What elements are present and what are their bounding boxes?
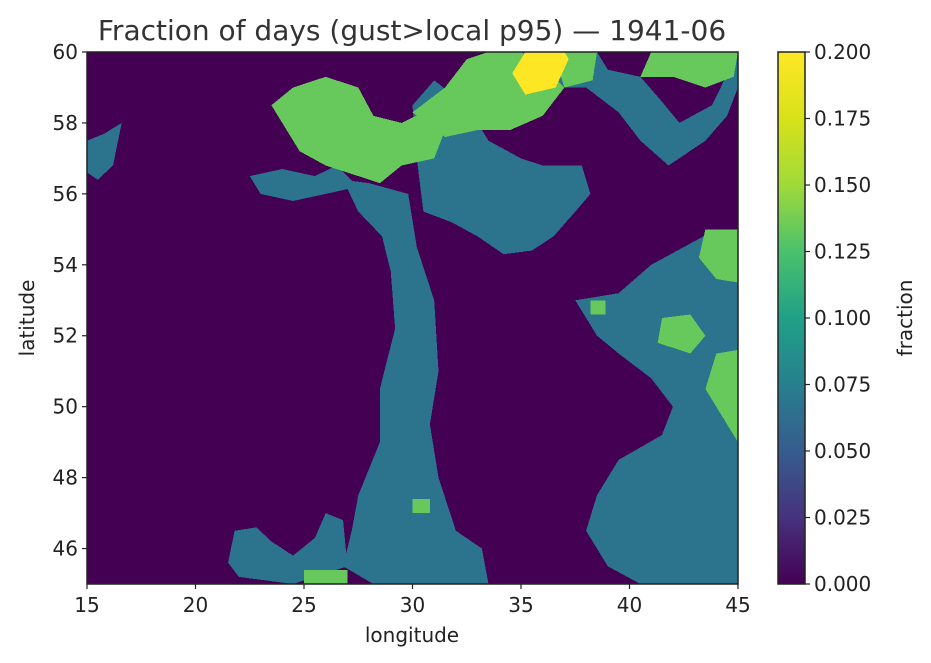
y-tick-label: 58	[53, 111, 78, 135]
x-tick-label: 30	[400, 593, 425, 617]
x-tick-label: 15	[74, 593, 99, 617]
colorbar-tick-label: 0.200	[814, 40, 871, 64]
heatmap-region-0-2	[575, 229, 738, 584]
y-tick-label: 48	[53, 466, 78, 490]
heatmap-region-1-8	[304, 569, 348, 584]
colorbar-tick-label: 0.150	[814, 173, 871, 197]
x-axis-ticks: 15 20 25 30 35 40 45	[74, 584, 751, 617]
y-tick-label: 60	[53, 40, 78, 64]
chart-title: Fraction of days (gust>local p95) — 1941…	[98, 14, 726, 47]
x-axis-label: longitude	[365, 623, 459, 647]
heatmap-region-1-6	[705, 349, 738, 443]
heatmap-region-1-3	[640, 52, 738, 88]
x-tick-label: 25	[291, 593, 316, 617]
x-tick-label: 35	[508, 593, 533, 617]
heatmap-plot	[87, 52, 738, 584]
colorbar: 0.000 0.025 0.050 0.075 0.100 0.125 0.150 0.175…	[777, 40, 917, 596]
heatmap-cells	[87, 52, 738, 584]
colorbar-tick-label: 0.075	[814, 373, 871, 397]
colorbar-tick-label: 0.125	[814, 240, 871, 264]
heatmap-region-1-5	[657, 314, 706, 354]
x-tick-label: 45	[725, 593, 750, 617]
heatmap-region-1-4	[698, 229, 738, 283]
colorbar-gradient	[777, 51, 806, 585]
colorbar-tick-label: 0.175	[814, 107, 871, 131]
heatmap-region-0-6	[249, 165, 359, 201]
heatmap-region-0-4	[87, 122, 122, 180]
colorbar-tick-label: 0.100	[814, 306, 871, 330]
heatmap-region-1-7	[590, 300, 606, 315]
heatmap-region-2-0	[512, 52, 569, 95]
x-tick-label: 20	[183, 593, 208, 617]
y-tick-label: 56	[53, 182, 78, 206]
colorbar-tick-label: 0.025	[814, 506, 871, 530]
colorbar-label: fraction	[893, 280, 917, 357]
heatmap-region-1-9	[412, 498, 430, 514]
y-axis-ticks: 46 48 50 52 54 56 58 60	[53, 40, 87, 561]
heatmap-region-0-5	[228, 513, 348, 584]
heatmap-region-1-0	[271, 76, 446, 184]
y-tick-label: 46	[53, 537, 78, 561]
colorbar-tick-label: 0.050	[814, 439, 871, 463]
y-axis-label: latitude	[15, 280, 39, 357]
y-tick-label: 52	[53, 324, 78, 348]
colorbar-ticks: 0.000 0.025 0.050 0.075 0.100 0.125 0.150 0.175…	[805, 40, 871, 596]
y-tick-label: 50	[53, 395, 78, 419]
colorbar-tick-label: 0.000	[814, 572, 871, 596]
y-tick-label: 54	[53, 253, 78, 277]
x-tick-label: 40	[617, 593, 642, 617]
heatmap-region-0-0	[343, 179, 489, 584]
